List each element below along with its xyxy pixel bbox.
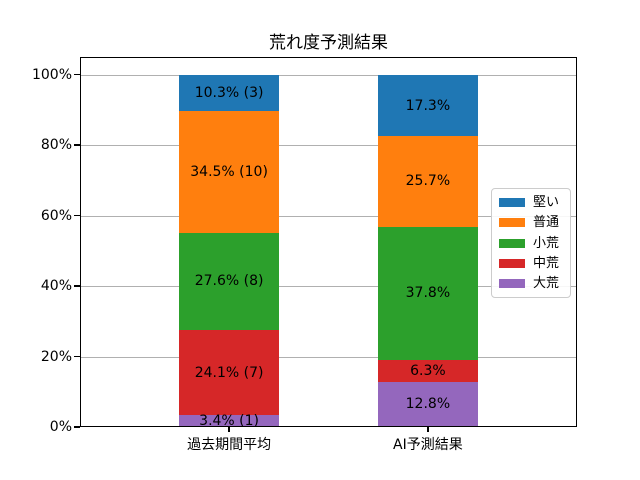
legend: 堅い普通小荒中荒大荒 <box>491 188 571 298</box>
x-tick-label: 過去期間平均 <box>187 437 272 453</box>
bar-segment-小荒: 27.6% (8) <box>179 232 279 331</box>
gridline <box>80 74 577 76</box>
gridline <box>80 145 577 147</box>
segment-label: 10.3% (3) <box>194 85 264 102</box>
bar-segment-普通: 25.7% <box>378 135 478 227</box>
y-tick-label: 60% <box>40 207 72 224</box>
gridline <box>80 356 577 358</box>
legend-label: 大荒 <box>533 276 560 291</box>
segment-label: 3.4% (1) <box>199 413 260 430</box>
bar-segment-堅い: 10.3% (3) <box>179 75 279 112</box>
y-tick-label: 0% <box>49 419 72 435</box>
gridline <box>80 215 577 217</box>
legend-swatch-icon <box>499 198 525 207</box>
bar-segment-普通: 34.5% (10) <box>179 111 279 233</box>
chart-title: 荒れ度予測結果 <box>269 33 388 53</box>
legend-item-普通: 普通 <box>499 216 563 229</box>
legend-label: 小荒 <box>533 235 560 251</box>
bar-過去期間平均: 3.4% (1) 24.1% (7) 27.6% (8) 34.5% (10) 10.3… <box>179 75 279 430</box>
legend-swatch-icon <box>499 258 525 268</box>
bar-AI予測結果: 12.8% 6.3% 37.8% 25.7% 17.3% <box>378 75 478 427</box>
segment-label: 17.3% <box>405 97 451 114</box>
segment-label: 27.6% (8) <box>194 273 264 290</box>
legend-label: 普通 <box>533 215 560 231</box>
bar-segment-中荒: 24.1% (7) <box>179 330 279 416</box>
segment-label: 12.8% <box>405 396 451 413</box>
bar-segment-大荒: 3.4% (1) <box>179 413 279 430</box>
y-tick-label: 40% <box>40 278 72 295</box>
segment-label: 24.1% (7) <box>194 364 264 381</box>
legend-swatch-icon <box>499 279 525 288</box>
segment-label: 25.7% <box>405 173 451 190</box>
legend-swatch-icon <box>499 218 525 228</box>
legend-label: 堅い <box>533 195 560 210</box>
gridline <box>80 286 577 288</box>
segment-label: 37.8% <box>405 285 451 302</box>
segment-label: 34.5% (10) <box>190 164 268 181</box>
y-tick-label: 20% <box>40 348 72 365</box>
legend-item-中荒: 中荒 <box>499 257 563 270</box>
legend-item-小荒: 小荒 <box>499 237 563 250</box>
bar-segment-小荒: 37.8% <box>378 226 478 360</box>
bar-segment-大荒: 12.8% <box>378 381 478 427</box>
x-tick-mark <box>427 427 429 432</box>
legend-swatch-icon <box>499 238 525 248</box>
plot-area: 3.4% (1) 24.1% (7) 27.6% (8) 34.5% (10) 10.3… <box>80 57 577 430</box>
legend-label: 中荒 <box>533 255 560 271</box>
x-tick-label: AI予測結果 <box>393 437 463 453</box>
bar-segment-堅い: 17.3% <box>378 75 478 136</box>
bar-segment-中荒: 6.3% <box>378 359 478 382</box>
legend-item-堅い: 堅い <box>499 196 563 209</box>
y-tick-label: 100% <box>31 66 72 83</box>
legend-item-大荒: 大荒 <box>499 277 563 290</box>
segment-label: 6.3% <box>410 362 446 379</box>
y-tick-label: 80% <box>40 137 72 154</box>
